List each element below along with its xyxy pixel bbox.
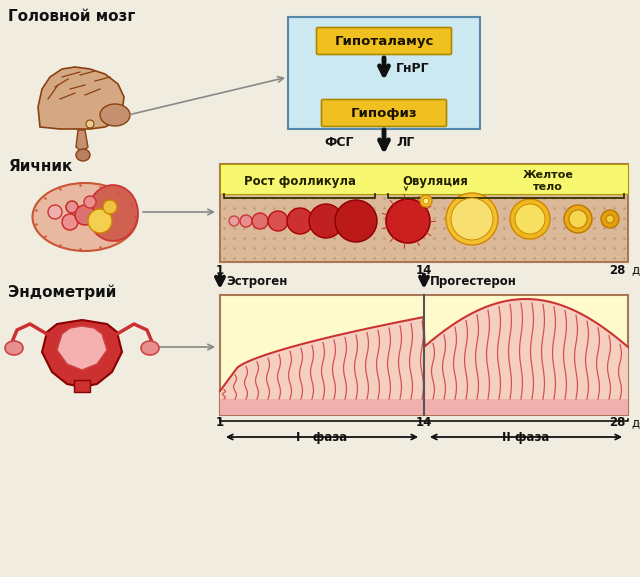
- Circle shape: [88, 209, 112, 233]
- Text: 1: 1: [216, 417, 224, 429]
- Circle shape: [451, 198, 493, 240]
- Circle shape: [601, 210, 619, 228]
- Circle shape: [48, 205, 62, 219]
- Text: I   фаза: I фаза: [296, 430, 348, 444]
- FancyBboxPatch shape: [317, 28, 451, 54]
- Text: Желтое
тело: Желтое тело: [523, 170, 573, 192]
- Circle shape: [84, 196, 96, 208]
- Text: день: день: [631, 417, 640, 429]
- Text: день: день: [631, 264, 640, 276]
- Polygon shape: [220, 299, 628, 399]
- FancyBboxPatch shape: [321, 99, 447, 126]
- Polygon shape: [76, 130, 88, 152]
- Text: ГнРГ: ГнРГ: [396, 62, 429, 76]
- Ellipse shape: [141, 341, 159, 355]
- Text: Рост фолликула: Рост фолликула: [244, 174, 356, 188]
- Text: Головной мозг: Головной мозг: [8, 9, 135, 24]
- Ellipse shape: [5, 341, 23, 355]
- Text: Яичник: Яичник: [8, 159, 72, 174]
- Circle shape: [446, 193, 498, 245]
- Text: Гипофиз: Гипофиз: [351, 107, 417, 119]
- Text: 14: 14: [416, 417, 432, 429]
- Circle shape: [309, 204, 343, 238]
- Circle shape: [423, 198, 429, 204]
- Circle shape: [252, 213, 268, 229]
- Bar: [74, 380, 90, 392]
- Text: Прогестерон: Прогестерон: [430, 275, 517, 288]
- Ellipse shape: [100, 104, 130, 126]
- Circle shape: [386, 199, 430, 243]
- Text: Эстроген: Эстроген: [226, 275, 287, 288]
- Polygon shape: [57, 326, 107, 370]
- Circle shape: [229, 216, 239, 226]
- Text: 28: 28: [610, 264, 626, 276]
- Circle shape: [564, 205, 592, 233]
- Circle shape: [75, 205, 95, 225]
- Circle shape: [515, 204, 545, 234]
- Bar: [220, 164, 628, 194]
- Circle shape: [66, 201, 78, 213]
- Ellipse shape: [33, 183, 138, 251]
- Circle shape: [287, 208, 313, 234]
- Text: II фаза: II фаза: [502, 430, 550, 444]
- Circle shape: [240, 215, 252, 227]
- Circle shape: [420, 195, 432, 207]
- Circle shape: [606, 215, 614, 223]
- Circle shape: [103, 200, 117, 214]
- Circle shape: [569, 210, 587, 228]
- Ellipse shape: [76, 149, 90, 161]
- Text: ФСГ: ФСГ: [324, 137, 354, 149]
- Text: ЛГ: ЛГ: [396, 137, 414, 149]
- Text: 28: 28: [610, 417, 626, 429]
- Polygon shape: [38, 67, 124, 129]
- Circle shape: [268, 211, 288, 231]
- Text: Эндометрий: Эндометрий: [8, 285, 116, 301]
- Bar: [220, 399, 628, 415]
- Text: Гипоталамус: Гипоталамус: [334, 35, 434, 47]
- Text: Овуляция: Овуляция: [402, 174, 468, 188]
- Bar: [220, 164, 628, 262]
- FancyBboxPatch shape: [288, 17, 480, 129]
- Ellipse shape: [88, 185, 138, 241]
- Text: 14: 14: [416, 264, 432, 276]
- Circle shape: [62, 214, 78, 230]
- Polygon shape: [42, 320, 122, 387]
- Bar: [220, 295, 628, 415]
- Circle shape: [510, 199, 550, 239]
- Text: 1: 1: [216, 264, 224, 276]
- Circle shape: [335, 200, 377, 242]
- Circle shape: [86, 120, 94, 128]
